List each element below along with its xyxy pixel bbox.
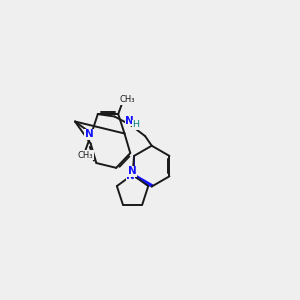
Text: CH₃: CH₃ (78, 151, 93, 160)
Text: H: H (132, 120, 139, 129)
Text: N: N (128, 166, 136, 176)
Text: N: N (126, 171, 135, 181)
Text: CH₃: CH₃ (120, 95, 135, 104)
Text: N: N (125, 116, 134, 126)
Text: N: N (85, 129, 94, 139)
